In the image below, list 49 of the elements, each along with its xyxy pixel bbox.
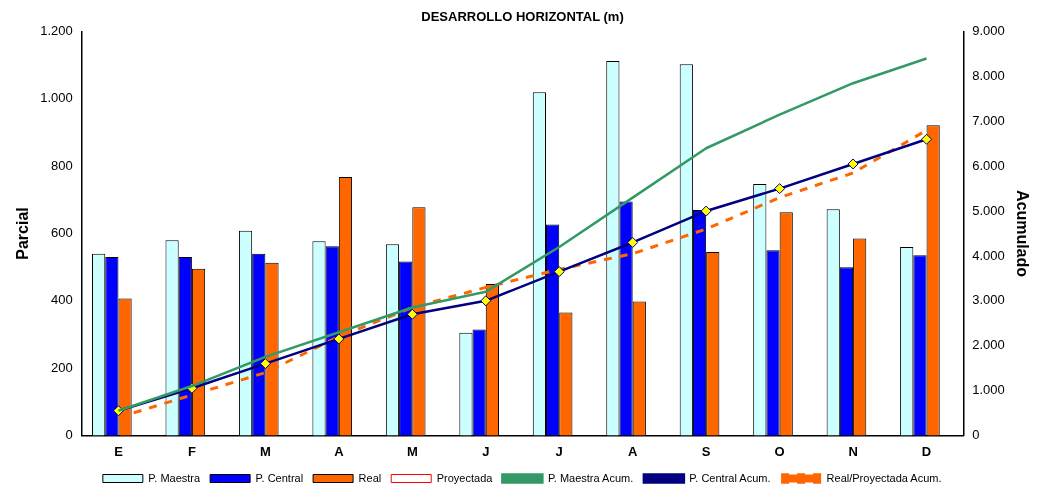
legend-label: Real [358, 471, 382, 484]
x-tick-label: O [774, 443, 785, 459]
x-tick-label: M [259, 443, 271, 459]
legend-label: P. Maestra [148, 471, 201, 484]
legend-label: P. Maestra Acum. [547, 471, 634, 484]
y2-tick-label: 4.000 [972, 247, 1005, 263]
point [480, 295, 492, 307]
y2-axis-title: Acumulado [1013, 189, 1031, 278]
point [700, 205, 712, 217]
legend-label: P. Central Acum. [689, 471, 771, 484]
x-tick-label: S [701, 443, 711, 459]
y-tick-label: 1.200 [40, 23, 73, 39]
x-tick-label: D [921, 443, 932, 459]
y2-tick-label: 1.000 [972, 382, 1005, 398]
x-tick-label: M [406, 443, 418, 459]
y-axis-title: Parcial [14, 207, 32, 260]
y2-tick-label: 6.000 [972, 157, 1005, 173]
point [333, 333, 345, 345]
y-tick-label: 600 [51, 225, 73, 241]
y2-tick-label: 3.000 [972, 292, 1005, 308]
y2-tick-label: 8.000 [972, 68, 1005, 84]
legend-label: Real/Proyectada Acum. [826, 471, 942, 484]
y-tick-label: 400 [51, 292, 73, 308]
legend-label: Proyectada [436, 471, 494, 484]
x-tick-label: J [555, 443, 563, 459]
y2-tick-label: 7.000 [972, 112, 1005, 128]
point [627, 236, 639, 248]
y2-tick-label: 5.000 [972, 202, 1005, 218]
y2-tick-label: 0 [972, 426, 980, 442]
x-tick-label: A [628, 443, 638, 459]
x-tick-label: A [334, 443, 345, 459]
point [774, 183, 786, 195]
point [847, 158, 859, 170]
y2-tick-label: 9.000 [972, 23, 1005, 39]
x-tick-label: J [482, 443, 490, 459]
x-tick-label: F [187, 443, 196, 459]
point [921, 133, 933, 145]
x-tick-label: E [114, 443, 124, 459]
point [259, 358, 271, 370]
point [406, 308, 418, 320]
y-tick-label: 200 [51, 359, 73, 375]
y2-tick-label: 2.000 [972, 337, 1005, 353]
y-tick-label: 0 [65, 426, 73, 442]
chart-title: DESARROLLO HORIZONTAL (m) [421, 9, 624, 25]
y-tick-label: 1.000 [40, 90, 73, 106]
x-tick-label: N [848, 443, 858, 459]
y-tick-label: 800 [51, 157, 73, 173]
legend-label: P. Central [255, 471, 304, 484]
point [553, 266, 565, 278]
